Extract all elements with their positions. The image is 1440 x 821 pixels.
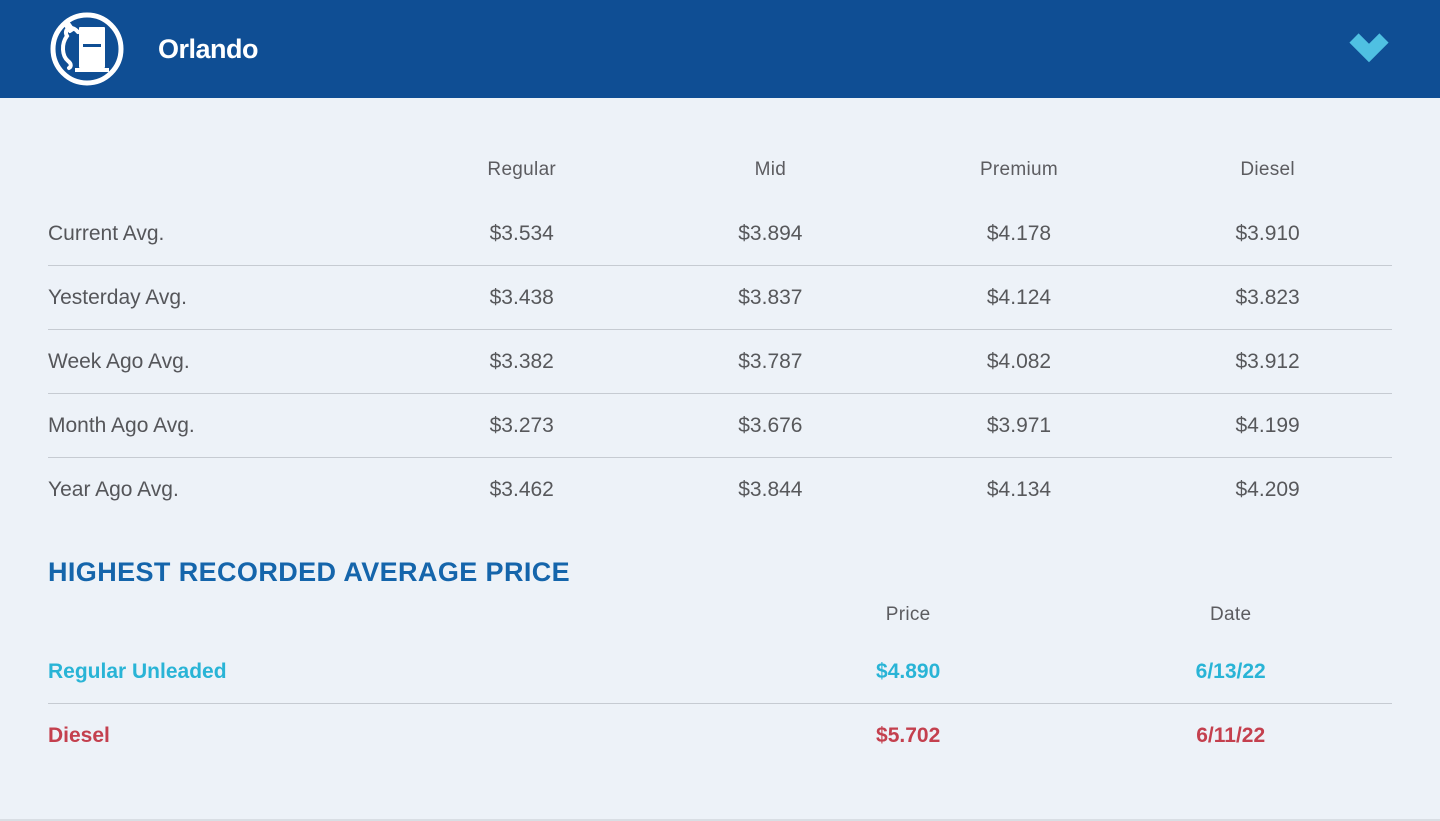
price-value: $3.837 xyxy=(738,285,803,309)
column-header-mid: Mid xyxy=(754,159,787,180)
price-value: $3.273 xyxy=(489,413,554,437)
row-label: Diesel xyxy=(48,724,110,747)
price-value: $4.199 xyxy=(1235,413,1300,437)
price-value: $3.787 xyxy=(738,349,803,373)
price-value: $3.971 xyxy=(986,413,1052,437)
header-bar: Orlando xyxy=(0,0,1440,98)
price-value: $3.823 xyxy=(1235,285,1300,309)
price-value: $3.534 xyxy=(489,221,554,245)
highest-price-value: $4.890 xyxy=(876,659,941,683)
price-value: $3.382 xyxy=(489,349,554,373)
highest-date-value: 6/11/22 xyxy=(1196,724,1266,747)
row-label: Current Avg. xyxy=(48,221,165,245)
price-value: $4.134 xyxy=(986,478,1052,501)
price-value: $3.894 xyxy=(738,221,803,245)
price-value: $3.438 xyxy=(489,285,554,309)
price-value: $4.082 xyxy=(986,349,1052,373)
row-label: Week Ago Avg. xyxy=(48,349,190,373)
main-content: Regular Mid Premium Diesel Current Avg. … xyxy=(0,138,1440,768)
table-row-yesterday-avg: Yesterday Avg. $3.438 $3.837 $4.124 $3.8… xyxy=(48,266,1392,330)
section-title-highest-recorded: HIGHEST RECORDED AVERAGE PRICE xyxy=(48,557,571,587)
table-row-diesel: Diesel $5.702 6/11/22 xyxy=(48,704,1392,768)
column-header-diesel: Diesel xyxy=(1240,159,1295,180)
column-header-price: Price xyxy=(885,604,931,625)
table-row-week-ago-avg: Week Ago Avg. $3.382 $3.787 $4.082 $3.91… xyxy=(48,330,1392,394)
table-row-regular-unleaded: Regular Unleaded $4.890 6/13/22 xyxy=(48,640,1392,704)
averages-table: Regular Mid Premium Diesel Current Avg. … xyxy=(48,138,1392,522)
row-label: Yesterday Avg. xyxy=(48,285,187,309)
price-value: $4.178 xyxy=(986,221,1052,245)
chevron-down-icon[interactable] xyxy=(1346,26,1392,72)
price-value: $3.844 xyxy=(738,478,803,501)
column-header-date: Date xyxy=(1210,604,1252,625)
table-row-year-ago-avg: Year Ago Avg. $3.462 $3.844 $4.134 $4.20… xyxy=(48,458,1392,522)
price-value: $3.676 xyxy=(738,413,803,437)
table-row-current-avg: Current Avg. $3.534 $3.894 $4.178 $3.910 xyxy=(48,202,1392,266)
averages-header-row: Regular Mid Premium Diesel xyxy=(48,138,1392,202)
price-value: $4.209 xyxy=(1235,478,1300,501)
row-label: Month Ago Avg. xyxy=(48,413,195,437)
city-title: Orlando xyxy=(158,33,259,64)
row-label: Regular Unleaded xyxy=(48,659,227,683)
column-header-premium: Premium xyxy=(979,159,1059,180)
highest-recorded-table: Price Date Regular Unleaded $4.890 6/13/… xyxy=(48,590,1392,768)
gas-pump-icon xyxy=(48,10,126,88)
price-value: $4.124 xyxy=(986,285,1052,309)
price-value: $3.462 xyxy=(489,478,554,501)
column-header-regular: Regular xyxy=(487,159,557,180)
table-row-month-ago-avg: Month Ago Avg. $3.273 $3.676 $3.971 $4.1… xyxy=(48,394,1392,458)
highest-header-row: Price Date xyxy=(48,590,1392,640)
price-value: $3.912 xyxy=(1235,349,1300,373)
highest-date-value: 6/13/22 xyxy=(1195,659,1266,683)
highest-price-value: $5.702 xyxy=(876,724,941,747)
row-label: Year Ago Avg. xyxy=(48,478,179,501)
price-value: $3.910 xyxy=(1235,221,1300,245)
